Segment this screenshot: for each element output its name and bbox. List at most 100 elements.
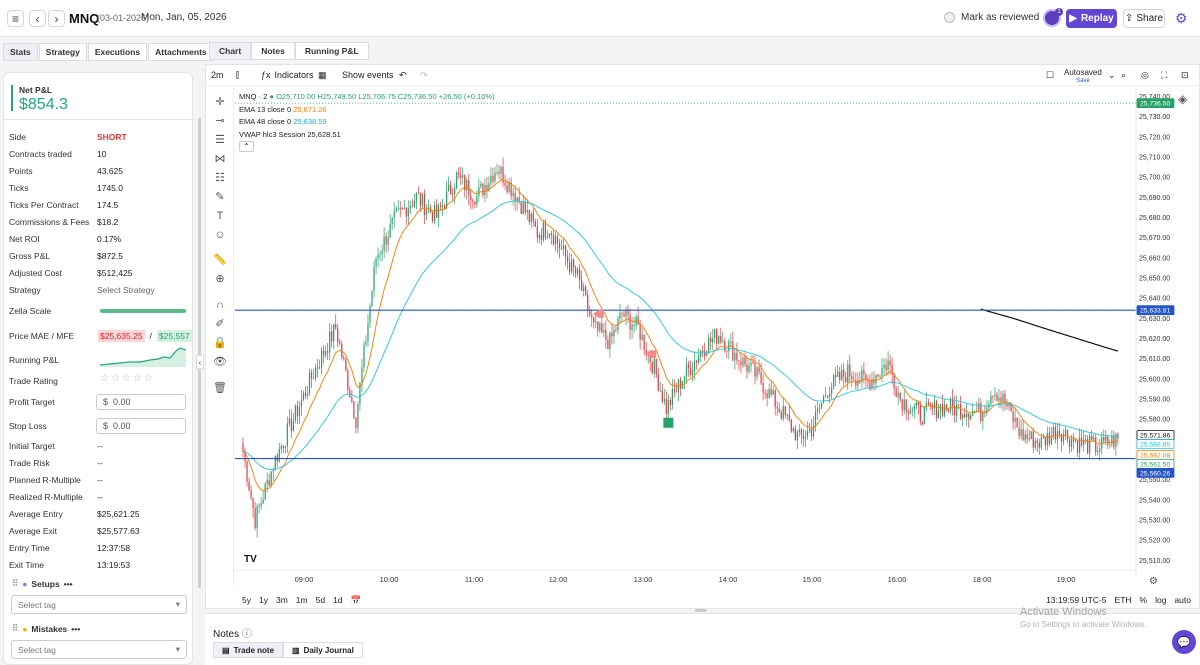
crosshair-icon[interactable]: ✛: [215, 96, 225, 108]
ema48-label: EMA 48 close 0: [239, 117, 292, 126]
fib-icon[interactable]: ☷: [215, 172, 225, 184]
mistakes-label: Mistakes: [31, 623, 68, 634]
magnet-icon[interactable]: ∩: [216, 299, 224, 311]
layout-box-icon[interactable]: ☐: [1046, 70, 1055, 80]
mistakes-select[interactable]: Select tag ▾: [11, 640, 187, 659]
resize-handle[interactable]: [695, 609, 707, 612]
tab-strategy[interactable]: Strategy: [38, 43, 87, 61]
redo-icon[interactable]: ↷: [420, 70, 428, 80]
tab-executions[interactable]: Executions: [87, 43, 148, 61]
horizontal-lines-icon[interactable]: ☰: [215, 134, 225, 146]
fullscreen-icon[interactable]: ⛶: [1161, 70, 1168, 80]
tab-attachments[interactable]: Attachments: [148, 43, 214, 61]
percent-toggle[interactable]: %: [1139, 595, 1148, 605]
drag-handle-icon[interactable]: ⠿: [12, 578, 19, 588]
range-1m[interactable]: 1m: [295, 595, 308, 605]
tab-daily-journal[interactable]: ▥ Daily Journal: [283, 642, 363, 658]
chevron-down-icon[interactable]: ⌄: [1108, 70, 1116, 80]
legend-collapse-icon[interactable]: ⌃: [239, 141, 254, 152]
candle-body: [1024, 434, 1026, 441]
menu-button[interactable]: ≡: [7, 10, 24, 27]
auto-toggle[interactable]: auto: [1174, 595, 1191, 605]
candle-type-icon[interactable]: ⫿: [236, 70, 239, 80]
pnl-accent-bar: [11, 85, 13, 111]
calendar-icon[interactable]: 📅: [350, 595, 362, 605]
settings-gear-icon[interactable]: ⚙: [1175, 10, 1188, 26]
ruler-icon[interactable]: 📏: [213, 254, 227, 266]
candle-body: [339, 342, 341, 345]
candle-body: [550, 233, 553, 235]
range-1y[interactable]: 1y: [258, 595, 268, 605]
tab-running-pnl[interactable]: Running P&L: [294, 42, 369, 60]
candle-body: [697, 356, 700, 363]
collapse-panel-button[interactable]: ‹: [196, 355, 204, 369]
lock-drawings-icon[interactable]: ✐: [215, 318, 225, 330]
strategy-select[interactable]: Select Strategy: [97, 285, 155, 295]
mark-reviewed[interactable]: Mark as reviewed: [944, 12, 1039, 23]
candle-body: [478, 187, 480, 197]
y-tick-label: 25,640.00: [1139, 296, 1170, 303]
tab-trade-note[interactable]: ▤ Trade note: [213, 642, 284, 658]
candle-body: [1070, 438, 1073, 447]
session-toggle[interactable]: ETH: [1114, 595, 1132, 605]
trade-rating-stars[interactable]: ☆☆☆☆☆: [100, 373, 155, 384]
layers-icon[interactable]: ◈: [1178, 92, 1188, 106]
trade-risk-label: Trade Risk: [9, 458, 50, 468]
setups-more-icon[interactable]: •••: [63, 578, 73, 589]
indicator-lines: [242, 179, 1119, 492]
trend-line-icon[interactable]: ⊸: [215, 115, 225, 127]
lock-icon[interactable]: 🔒: [213, 337, 227, 349]
mistakes-more-icon[interactable]: •••: [71, 623, 81, 634]
brush-icon[interactable]: ✎: [215, 191, 225, 203]
info-icon[interactable]: ⓘ: [241, 629, 252, 640]
range-3m[interactable]: 3m: [275, 595, 288, 605]
candle-body: [284, 445, 286, 448]
drag-handle-icon[interactable]: ⠿: [12, 623, 19, 633]
autosave-status[interactable]: Autosaved Save: [1064, 68, 1102, 86]
screenshot-icon[interactable]: ⊡: [1181, 70, 1189, 80]
candle-body: [708, 337, 710, 354]
price-badge-label: 25,571.86: [1140, 433, 1170, 440]
stop-loss-input[interactable]: $ 0.00: [96, 418, 186, 434]
back-button[interactable]: ‹: [29, 10, 46, 27]
candlestick-chart[interactable]: 25,740.0025,730.0025,720.0025,710.0025,7…: [206, 65, 1200, 590]
setups-select[interactable]: Select tag ▾: [11, 595, 187, 614]
range-5y[interactable]: 5y: [242, 595, 251, 605]
range-5d[interactable]: 5d: [315, 595, 326, 605]
candle-body: [899, 392, 901, 400]
side-value: SHORT: [97, 132, 127, 142]
trash-icon[interactable]: 🗑: [213, 382, 227, 394]
emoji-icon[interactable]: ☺: [214, 229, 226, 241]
interval-button[interactable]: 2m: [211, 70, 224, 80]
avatar[interactable]: 1: [1043, 8, 1063, 27]
x-tick-label: 19:00: [1057, 575, 1076, 584]
left-scrollbar[interactable]: [198, 118, 201, 588]
forward-button[interactable]: ›: [48, 10, 65, 27]
candle-body: [1040, 437, 1042, 448]
tab-notes[interactable]: Notes: [251, 42, 295, 60]
candle-body: [1046, 433, 1048, 446]
show-events-button[interactable]: Show events: [342, 70, 394, 80]
replay-button[interactable]: ▶ Replay: [1066, 9, 1117, 28]
range-1d[interactable]: 1d: [333, 595, 343, 605]
tab-chart[interactable]: Chart: [209, 42, 252, 60]
share-button[interactable]: ⇪ Share: [1123, 9, 1165, 28]
candle-body: [639, 324, 641, 340]
settings-icon[interactable]: ◎: [1141, 70, 1149, 80]
tab-stats[interactable]: Stats: [3, 43, 38, 61]
chat-bubble-icon[interactable]: 💬: [1172, 630, 1196, 654]
indicators-button[interactable]: ƒx Indicators: [261, 70, 314, 80]
zoom-in-icon[interactable]: ⊕: [215, 273, 225, 285]
candle-body: [879, 375, 881, 377]
layouts-icon[interactable]: ▦: [318, 70, 327, 80]
candle-body: [687, 364, 690, 368]
text-icon[interactable]: T: [216, 210, 224, 222]
undo-icon[interactable]: ↶: [399, 70, 407, 80]
visibility-icon[interactable]: 👁: [213, 356, 227, 368]
quick-search-icon[interactable]: ⌕: [1121, 70, 1127, 80]
candle-body: [1038, 442, 1040, 448]
log-toggle[interactable]: log: [1155, 595, 1167, 605]
axis-settings-icon[interactable]: ⚙: [1149, 576, 1158, 587]
pattern-icon[interactable]: ⋈: [214, 153, 226, 165]
profit-target-input[interactable]: $ 0.00: [96, 394, 186, 410]
